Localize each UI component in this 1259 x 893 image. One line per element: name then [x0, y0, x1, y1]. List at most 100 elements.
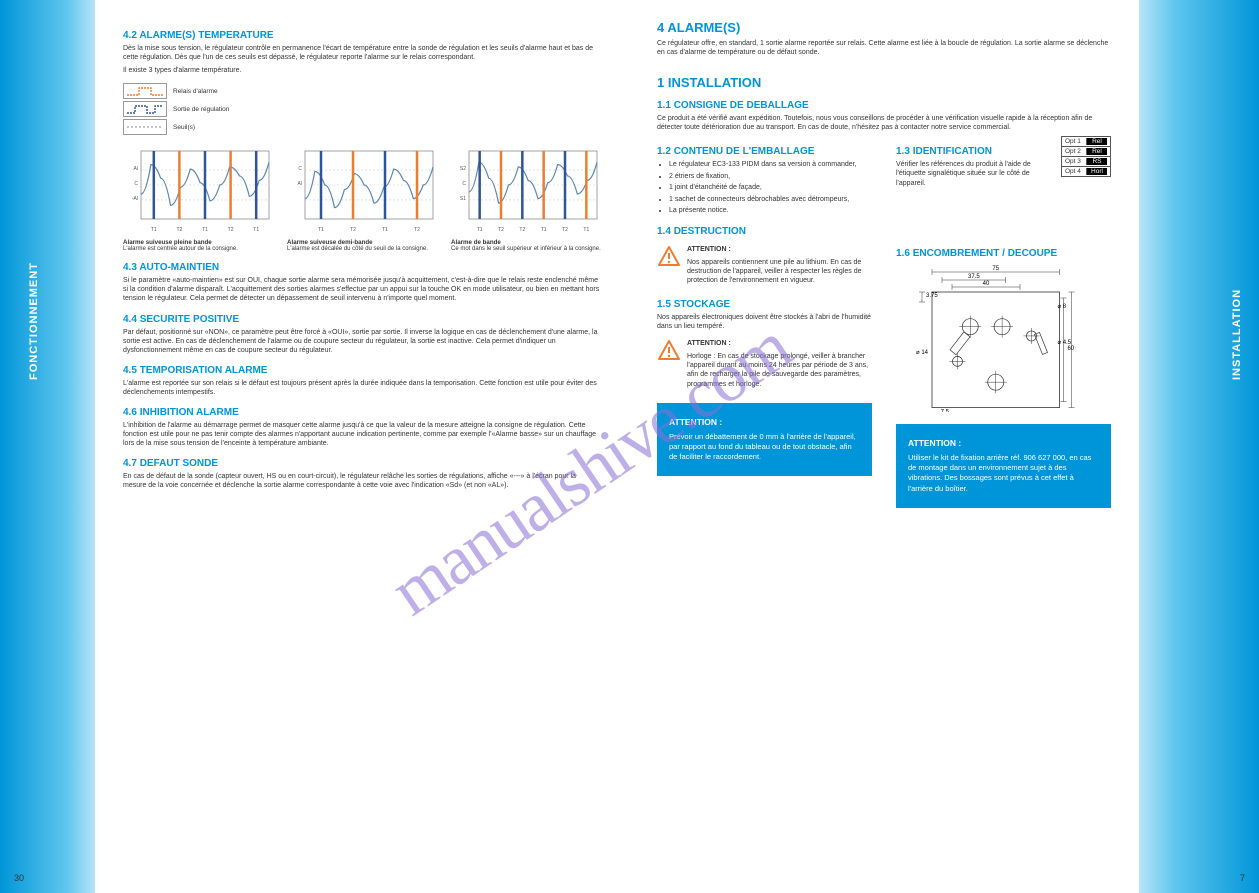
legend-swatch-output — [123, 101, 167, 117]
warning-icon — [657, 339, 681, 392]
chart-1-caption: L'alarme est centrée autour de la consig… — [123, 246, 273, 252]
bluebox-1-title: ATTENTION : — [669, 417, 860, 428]
s12-title: CONTENU DE L'EMBALLAGE — [674, 146, 815, 157]
svg-text:T2: T2 — [414, 227, 420, 233]
r-header: 4 ALARME(S) — [657, 20, 1111, 35]
bluebox-1: ATTENTION : Prévoir un débattement de 0 … — [657, 403, 872, 477]
sidebar-right: INSTALLATION 7 — [1139, 0, 1259, 893]
s45-p: L'alarme est reportée sur son relais si … — [123, 379, 601, 397]
legend-row-2: Sortie de régulation — [123, 101, 601, 117]
s44-num: 4.4 — [123, 314, 137, 325]
s13-table: Opt 1RelOpt 2RelOpt 3RSOpt 4Horl — [1061, 136, 1111, 176]
chart-2-title: Alarme suiveuse demi-bande — [287, 239, 437, 246]
svg-text:3.75: 3.75 — [926, 293, 938, 299]
s42-head: 4.2 ALARME(S) TEMPERATURE — [123, 30, 601, 41]
page-right: INSTALLATION 7 4 ALARME(S) Ce régulateur… — [629, 0, 1259, 893]
s43-head: 4.3 AUTO-MAINTIEN — [123, 262, 601, 273]
s46-num: 4.6 — [123, 407, 137, 418]
page-left: FONCTIONNEMENT 30 4.2 ALARME(S) TEMPERAT… — [0, 0, 629, 893]
list-item: 1 joint d'étanchéité de façade, — [669, 183, 872, 192]
svg-text:37.5: 37.5 — [968, 274, 980, 280]
chart-2: T1T2T1T2CAl — [287, 145, 437, 235]
svg-text:T1: T1 — [583, 227, 589, 233]
s12-list: Le régulateur EC3-133 PIDM dans sa versi… — [657, 160, 872, 215]
s13-title: IDENTIFICATION — [913, 146, 992, 157]
sidebar-left: FONCTIONNEMENT 30 — [0, 0, 95, 893]
s14-num: 1.4 — [657, 226, 671, 237]
s46-title: INHIBITION ALARME — [140, 407, 239, 418]
s14-title: DESTRUCTION — [674, 226, 746, 237]
svg-text:40: 40 — [983, 281, 990, 287]
s43-num: 4.3 — [123, 262, 137, 273]
right-col-right: 1.3 IDENTIFICATION Vérifier les référenc… — [896, 136, 1111, 507]
s14-head: 1.4 DESTRUCTION — [657, 226, 872, 237]
svg-text:T2: T2 — [519, 227, 525, 233]
bluebox-2-p: Utiliser le kit de fixation arrière réf.… — [908, 453, 1099, 494]
s15-p1: Nos appareils électroniques doivent être… — [657, 313, 872, 331]
svg-text:⌀ 8: ⌀ 8 — [1058, 304, 1067, 310]
sidebar-left-title: FONCTIONNEMENT — [28, 262, 40, 380]
page-number-left: 30 — [14, 873, 24, 883]
r-header-num: 4 — [657, 20, 664, 35]
svg-text:T2: T2 — [498, 227, 504, 233]
s43-title: AUTO-MAINTIEN — [139, 262, 219, 273]
content-left: 4.2 ALARME(S) TEMPERATURE Dès la mise so… — [95, 0, 629, 893]
svg-text:T1: T1 — [202, 227, 208, 233]
s44-title: SECURITE POSITIVE — [140, 314, 239, 325]
s11-head: 1.1 CONSIGNE DE DEBALLAGE — [657, 100, 1111, 111]
chart-2-caption: L'alarme est décalée du côté du seuil de… — [287, 246, 437, 252]
legend-row-1: Relais d'alarme — [123, 83, 601, 99]
s42-p1: Dès la mise sous tension, le régulateur … — [123, 44, 601, 62]
r-header-p: Ce régulateur offre, en standard, 1 sort… — [657, 39, 1111, 57]
s14-warn-text: ATTENTION : Nos appareils contiennent un… — [687, 245, 872, 289]
chart-3-caption: Ce mot dans le seuil supérieur et inféri… — [451, 246, 601, 252]
svg-text:T2: T2 — [176, 227, 182, 233]
s15-warn-text: ATTENTION : Horloge : En cas de stockage… — [687, 339, 872, 392]
svg-text:C: C — [462, 181, 466, 187]
svg-text:75: 75 — [992, 266, 999, 272]
table-row: Opt 4Horl — [1061, 166, 1111, 177]
chart-1-wrap: T1T2T1T2T1AlC-Al Alarme suiveuse pleine … — [123, 145, 273, 252]
r-header-title: ALARME(S) — [667, 20, 740, 35]
svg-text:T1: T1 — [541, 227, 547, 233]
list-item: La présente notice. — [669, 206, 872, 215]
s45-head: 4.5 TEMPORISATION ALARME — [123, 365, 601, 376]
svg-text:T2: T2 — [562, 227, 568, 233]
bluebox-1-p: Prévoir un débattement de 0 mm à l'arriè… — [669, 432, 860, 462]
bluebox-2: ATTENTION : Utiliser le kit de fixation … — [896, 424, 1111, 508]
right-col-left: 1.2 CONTENU DE L'EMBALLAGE Le régulateur… — [657, 136, 872, 507]
s46-p: L'inhibition de l'alarme au démarrage pe… — [123, 421, 601, 448]
svg-text:-Al: -Al — [132, 196, 138, 202]
svg-text:T1: T1 — [151, 227, 157, 233]
svg-text:S2: S2 — [460, 166, 466, 172]
r-section-num: 1 — [657, 75, 664, 90]
legend-label-2: Sortie de régulation — [173, 106, 229, 113]
warning-icon — [657, 245, 681, 289]
cutout-diagram: 7537.54068603.75⌀ 14⌀ 8⌀ 4.57.5 — [896, 262, 1076, 412]
list-item: 1 sachet de connecteurs débrochables ave… — [669, 195, 872, 204]
s15-head: 1.5 STOCKAGE — [657, 299, 872, 310]
chart-3-title: Alarme de bande — [451, 239, 601, 246]
s14-warn: ATTENTION : Nos appareils contiennent un… — [657, 245, 872, 289]
s47-head: 4.7 DEFAUT SONDE — [123, 458, 601, 469]
s11-p: Ce produit a été vérifié avant expéditio… — [657, 114, 1111, 132]
content-right: 4 ALARME(S) Ce régulateur offre, en stan… — [629, 0, 1139, 893]
s12-head: 1.2 CONTENU DE L'EMBALLAGE — [657, 146, 872, 157]
svg-text:Al: Al — [134, 166, 138, 172]
svg-text:60: 60 — [1068, 345, 1075, 351]
chart-1-title: Alarme suiveuse pleine bande — [123, 239, 273, 246]
svg-text:T1: T1 — [318, 227, 324, 233]
svg-text:T1: T1 — [382, 227, 388, 233]
svg-text:68: 68 — [1076, 345, 1077, 351]
list-item: 2 étriers de fixation, — [669, 172, 872, 181]
s15-title: STOCKAGE — [674, 299, 731, 310]
chart-2-wrap: T1T2T1T2CAl Alarme suiveuse demi-bande L… — [287, 145, 437, 252]
svg-text:⌀ 4.5: ⌀ 4.5 — [1058, 340, 1072, 346]
chart-3: T1T2T2T1T2T1S2CS1 — [451, 145, 601, 235]
sidebar-right-title: INSTALLATION — [1231, 289, 1243, 380]
s45-num: 4.5 — [123, 365, 137, 376]
chart-1: T1T2T1T2T1AlC-Al — [123, 145, 273, 235]
s47-num: 4.7 — [123, 458, 137, 469]
svg-text:C: C — [298, 166, 302, 172]
s42-p2: Il existe 3 types d'alarme température. — [123, 66, 601, 75]
